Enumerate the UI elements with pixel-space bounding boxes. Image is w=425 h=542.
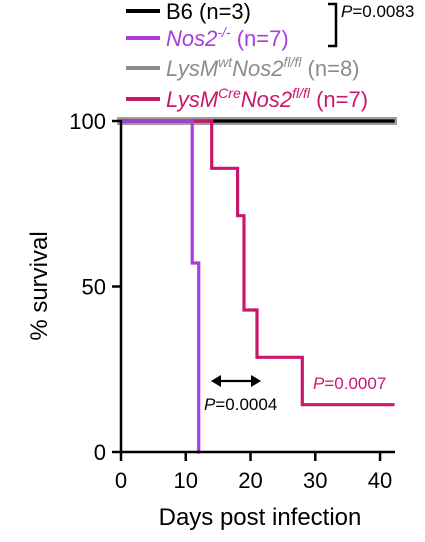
legend-lysmcre-sup2: fl/fl xyxy=(292,85,311,101)
pvalue-b6: P=0.0083 xyxy=(341,2,414,21)
pvalue-shift: P=0.0004 xyxy=(204,395,277,414)
pvalue-shift-text: =0.0004 xyxy=(215,395,277,414)
pvalue-cre-text: =0.0007 xyxy=(324,374,386,393)
x-tick-label: 20 xyxy=(238,468,262,493)
y-ticks: 0 50 100 xyxy=(69,109,121,465)
legend-lysmcre-b: Nos2 xyxy=(241,87,292,112)
legend-lysmwt-sup1: wt xyxy=(218,54,233,70)
series-layer xyxy=(117,117,397,454)
legend-nos2ko-sup: -/- xyxy=(217,24,231,40)
pvalue-shift-prefix: P xyxy=(204,395,216,414)
legend-nos2ko-base: Nos2 xyxy=(166,26,217,51)
legend-bracket xyxy=(328,2,338,48)
legend-item-lysmcre: LysMCreNos2fl/fl (n=7) xyxy=(126,85,368,112)
legend-lysmwt-rest: (n=8) xyxy=(301,56,359,81)
shift-arrow-right-head xyxy=(251,375,261,387)
x-axis-title: Days post infection xyxy=(159,504,362,531)
legend-label-nos2ko: Nos2-/- (n=7) xyxy=(166,24,289,51)
shift-arrow-left-head xyxy=(211,375,221,387)
series-line-nos2ko xyxy=(119,119,201,454)
legend-lysmwt-a: LysM xyxy=(166,56,219,81)
pvalue-cre-prefix: P xyxy=(313,374,325,393)
pvalue-b6-text: =0.0083 xyxy=(352,2,414,21)
x-ticks: 0 10 20 30 40 xyxy=(115,452,392,493)
legend-lysmwt-b: Nos2 xyxy=(232,56,283,81)
shift-arrow xyxy=(211,375,261,387)
y-tick-label: 50 xyxy=(82,275,106,300)
x-tick-label: 0 xyxy=(115,468,127,493)
x-tick-label: 30 xyxy=(303,468,327,493)
y-tick-label: 100 xyxy=(69,109,106,134)
legend-lysmwt-sup2: fl/fl xyxy=(284,54,303,70)
legend-lysmcre-a: LysM xyxy=(166,87,219,112)
y-axis-title: % survival xyxy=(26,231,53,340)
legend-label-lysmcre: LysMCreNos2fl/fl (n=7) xyxy=(166,85,368,112)
pvalue-b6-prefix: P xyxy=(341,2,353,21)
legend-item-lysmwt: LysMwtNos2fl/fl (n=8) xyxy=(126,54,360,81)
pvalue-cre: P=0.0007 xyxy=(313,374,386,393)
legend-lysmcre-rest: (n=7) xyxy=(310,87,368,112)
legend-item-b6: B6 (n=3) xyxy=(126,0,251,24)
legend-label-b6: B6 (n=3) xyxy=(166,0,251,24)
legend: B6 (n=3) Nos2-/- (n=7) LysMwtNos2fl/fl (… xyxy=(126,0,414,112)
y-tick-label: 0 xyxy=(94,440,106,465)
x-tick-label: 10 xyxy=(174,468,198,493)
series-line-lysmcre xyxy=(119,119,395,407)
x-tick-label: 40 xyxy=(368,468,392,493)
legend-nos2ko-rest: (n=7) xyxy=(231,26,289,51)
legend-item-nos2ko: Nos2-/- (n=7) xyxy=(126,24,289,51)
legend-label-lysmwt: LysMwtNos2fl/fl (n=8) xyxy=(166,54,360,81)
legend-lysmcre-sup1: Cre xyxy=(218,85,241,101)
